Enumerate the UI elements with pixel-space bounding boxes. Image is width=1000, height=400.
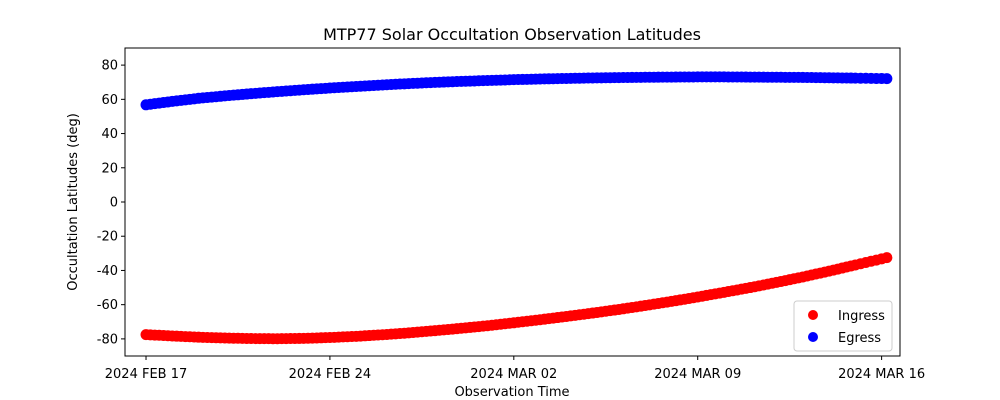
y-tick-label: -40 — [97, 264, 118, 279]
legend-label-ingress: Ingress — [838, 309, 885, 324]
y-tick-label: 60 — [101, 93, 118, 108]
y-tick-label: -80 — [97, 332, 118, 347]
x-axis-label: Observation Time — [454, 385, 569, 400]
x-axis: 2024 FEB 17 2024 FEB 24 2024 MAR 02 2024 MA… — [105, 356, 925, 382]
plot-frame — [124, 47, 901, 357]
y-axis: -80 -60 -40 -20 0 20 40 60 80 — [97, 59, 125, 347]
y-tick-label: -60 — [97, 298, 118, 313]
x-tick-label: 2024 FEB 17 — [105, 367, 188, 382]
legend: Ingress Egress — [793, 300, 893, 352]
y-tick-label: 40 — [101, 127, 118, 142]
legend-box — [793, 300, 893, 352]
legend-label-egress: Egress — [838, 331, 881, 346]
legend-marker-ingress — [808, 310, 818, 320]
y-axis-label: Occultation Latitudes (deg) — [66, 113, 81, 291]
y-tick-label: 20 — [101, 161, 118, 176]
y-tick-label: 0 — [110, 196, 118, 211]
data-point-ingress — [881, 252, 893, 264]
x-tick-label: 2024 MAR 09 — [654, 367, 741, 382]
x-tick-label: 2024 MAR 02 — [470, 367, 557, 382]
chart-title: MTP77 Solar Occultation Observation Lati… — [323, 25, 701, 44]
legend-marker-egress — [808, 332, 818, 342]
x-tick-label: 2024 FEB 24 — [289, 367, 372, 382]
y-tick-label: -20 — [97, 230, 118, 245]
y-tick-label: 80 — [101, 59, 118, 74]
data-point-egress — [881, 73, 893, 85]
x-tick-label: 2024 MAR 16 — [838, 367, 925, 382]
plot-area — [140, 71, 893, 345]
